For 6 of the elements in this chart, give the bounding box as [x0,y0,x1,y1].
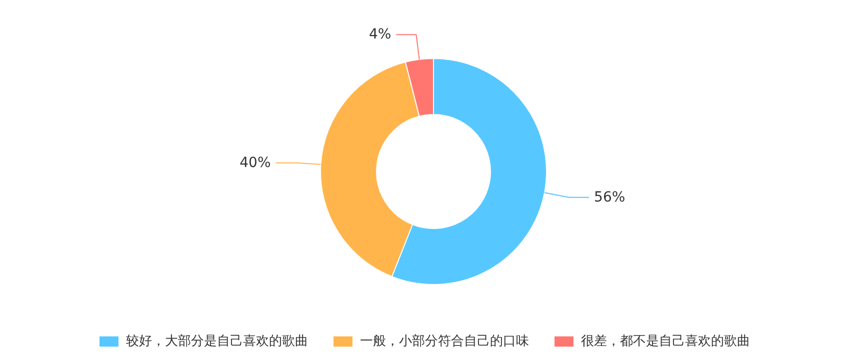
legend-label: 较好，大部分是自己喜欢的歌曲 [126,333,308,350]
legend-label: 很差，都不是自己喜欢的歌曲 [581,333,750,350]
data-label: 40% [240,154,271,171]
legend-label: 一般，小部分符合自己的口味 [360,333,529,350]
data-label: 4% [368,26,392,43]
data-label: 56% [594,189,626,206]
